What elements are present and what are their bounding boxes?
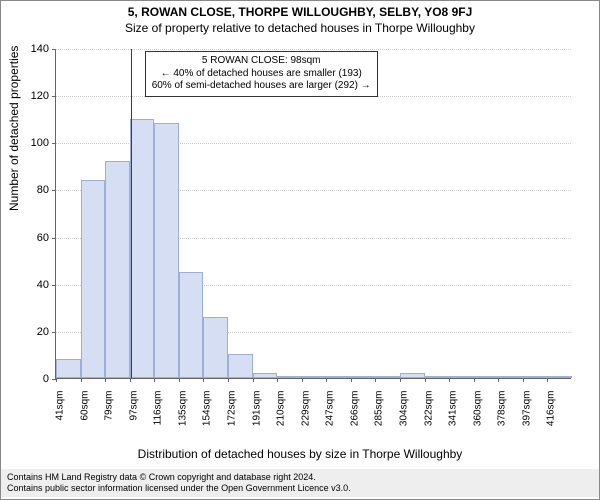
x-tick-label: 247sqm [325, 391, 336, 441]
histogram-bar [56, 359, 81, 378]
y-tick-label: 20 [19, 326, 49, 338]
x-tick [228, 378, 229, 382]
histogram-bar [449, 376, 474, 378]
y-tick-label: 100 [19, 137, 49, 149]
x-tick [474, 378, 475, 382]
x-tick-label: 360sqm [472, 391, 483, 441]
x-tick [253, 378, 254, 382]
x-tick-label: 285sqm [374, 391, 385, 441]
histogram-bar [179, 272, 204, 378]
marker-line [131, 49, 132, 378]
x-tick [498, 378, 499, 382]
grid-line [56, 49, 571, 50]
x-tick-label: 79sqm [104, 391, 115, 441]
x-tick-label: 322sqm [423, 391, 434, 441]
x-tick [449, 378, 450, 382]
histogram-bar [523, 376, 548, 378]
x-tick-label: 154sqm [202, 391, 213, 441]
y-tick [52, 238, 56, 239]
histogram-bar [253, 373, 278, 378]
y-tick [52, 49, 56, 50]
histogram-bar [154, 123, 179, 378]
x-tick-label: 191sqm [251, 391, 262, 441]
histogram-bar [375, 376, 400, 378]
histogram-bar [351, 376, 376, 378]
x-tick [277, 378, 278, 382]
x-tick [203, 378, 204, 382]
y-tick-label: 40 [19, 279, 49, 291]
x-tick [179, 378, 180, 382]
chart-subtitle: Size of property relative to detached ho… [1, 21, 599, 35]
plot-region: 02040608010012014041sqm60sqm79sqm97sqm11… [55, 49, 571, 379]
x-tick [375, 378, 376, 382]
x-tick [425, 378, 426, 382]
histogram-bar [228, 354, 253, 378]
y-tick [52, 96, 56, 97]
footer-line1: Contains HM Land Registry data © Crown c… [7, 472, 593, 483]
x-tick-label: 378sqm [497, 391, 508, 441]
y-tick [52, 285, 56, 286]
histogram-bar [400, 373, 425, 378]
x-tick [105, 378, 106, 382]
histogram-bar [130, 119, 155, 378]
histogram-bar [425, 376, 450, 378]
x-tick [351, 378, 352, 382]
annotation-box: 5 ROWAN CLOSE: 98sqm← 40% of detached ho… [145, 51, 378, 97]
x-tick-label: 397sqm [521, 391, 532, 441]
annotation-title: 5 ROWAN CLOSE: 98sqm [152, 55, 371, 68]
x-tick-label: 116sqm [153, 391, 164, 441]
chart-plot-area: 02040608010012014041sqm60sqm79sqm97sqm11… [55, 49, 571, 379]
histogram-bar [326, 376, 351, 378]
x-tick-label: 416sqm [546, 391, 557, 441]
y-tick [52, 143, 56, 144]
annotation-line2: 60% of semi-detached houses are larger (… [152, 80, 371, 93]
x-tick [302, 378, 303, 382]
histogram-bar [277, 376, 302, 378]
y-tick [52, 332, 56, 333]
footer-line2: Contains public sector information licen… [7, 483, 593, 494]
histogram-bar [302, 376, 327, 378]
x-tick [56, 378, 57, 382]
x-tick-label: 41sqm [55, 391, 66, 441]
x-tick-label: 266sqm [349, 391, 360, 441]
x-tick-label: 229sqm [300, 391, 311, 441]
y-tick-label: 120 [19, 90, 49, 102]
histogram-bar [203, 317, 228, 378]
x-tick-label: 172sqm [227, 391, 238, 441]
annotation-line1: ← 40% of detached houses are smaller (19… [152, 68, 371, 81]
chart-container: 5, ROWAN CLOSE, THORPE WILLOUGHBY, SELBY… [0, 0, 600, 500]
histogram-bar [105, 161, 130, 378]
y-tick-label: 140 [19, 43, 49, 55]
x-tick [154, 378, 155, 382]
x-tick [523, 378, 524, 382]
x-axis-label: Distribution of detached houses by size … [1, 447, 599, 461]
y-tick-label: 60 [19, 232, 49, 244]
x-tick-label: 341sqm [448, 391, 459, 441]
x-tick [130, 378, 131, 382]
histogram-bar [498, 376, 523, 378]
histogram-bar [81, 180, 106, 378]
x-tick-label: 135sqm [177, 391, 188, 441]
y-tick [52, 190, 56, 191]
x-tick [326, 378, 327, 382]
y-tick-label: 80 [19, 184, 49, 196]
x-tick-label: 60sqm [79, 391, 90, 441]
footer: Contains HM Land Registry data © Crown c… [1, 469, 599, 497]
x-tick-label: 304sqm [399, 391, 410, 441]
x-tick-label: 97sqm [128, 391, 139, 441]
y-tick-label: 0 [19, 373, 49, 385]
x-tick [81, 378, 82, 382]
histogram-bar [547, 376, 572, 378]
chart-title: 5, ROWAN CLOSE, THORPE WILLOUGHBY, SELBY… [1, 5, 599, 19]
x-tick-label: 210sqm [276, 391, 287, 441]
x-tick [547, 378, 548, 382]
histogram-bar [474, 376, 499, 378]
x-tick [400, 378, 401, 382]
